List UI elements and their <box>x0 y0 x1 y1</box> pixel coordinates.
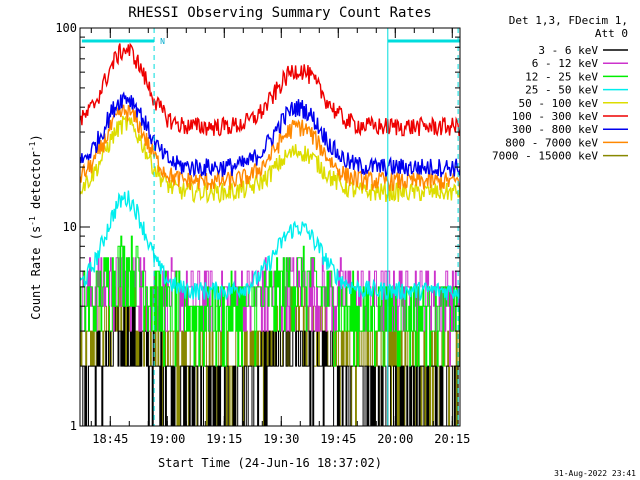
y-tick-label: 10 <box>63 220 77 234</box>
legend-label: 800 - 7000 keV <box>505 136 598 149</box>
series-line <box>80 235 460 367</box>
legend-label: 300 - 800 keV <box>512 123 598 136</box>
y-axis-label: Count Rate (s-1 detector-1) <box>28 134 43 319</box>
x-tick-label: 20:15 <box>434 432 470 446</box>
legend-header-line-2: Att 0 <box>595 27 628 40</box>
y-tick-label: 100 <box>55 21 77 35</box>
chart-title: RHESSI Observing Summary Count Rates <box>128 5 431 21</box>
series-line <box>80 115 460 204</box>
flag-label: N <box>160 37 165 46</box>
x-tick-label: 19:45 <box>320 432 356 446</box>
legend-label: 50 - 100 keV <box>519 97 599 110</box>
legend-label: 3 - 6 keV <box>538 44 598 57</box>
legend-label: 6 - 12 keV <box>532 57 599 70</box>
series-line <box>80 190 460 301</box>
generation-timestamp: 31-Aug-2022 23:41 <box>554 469 636 478</box>
y-axis: 1 10 100 <box>55 21 460 433</box>
legend-label: 100 - 300 keV <box>512 110 598 123</box>
y-tick-label: 1 <box>70 419 77 433</box>
series-layer <box>80 42 460 426</box>
x-tick-label: 18:45 <box>92 432 128 446</box>
legend-label: 12 - 25 keV <box>525 70 598 83</box>
x-axis: 18:45 19:00 19:15 19:30 19:45 20:00 20:15 <box>90 28 470 446</box>
series-line <box>80 91 460 178</box>
x-axis-label: Start Time (24-Jun-16 18:37:02) <box>158 456 382 470</box>
series-line <box>80 42 460 137</box>
x-tick-label: 20:00 <box>377 432 413 446</box>
x-tick-label: 19:30 <box>263 432 299 446</box>
series-line <box>80 305 460 426</box>
legend-label: 7000 - 15000 keV <box>492 150 598 163</box>
x-tick-label: 19:15 <box>206 432 242 446</box>
legend-header-line-1: Det 1,3, FDecim 1, <box>509 14 628 27</box>
x-tick-label: 19:00 <box>149 432 185 446</box>
legend-label: 25 - 50 keV <box>525 84 598 97</box>
series-line <box>80 104 460 192</box>
